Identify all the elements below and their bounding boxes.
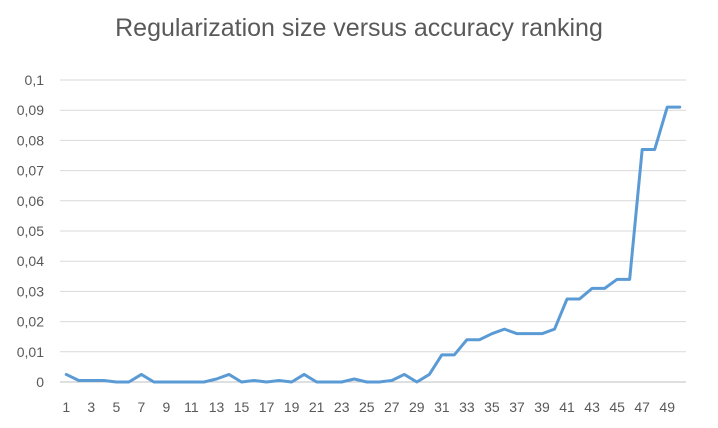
x-tick-label: 35 xyxy=(484,399,500,415)
x-tick-label: 11 xyxy=(184,399,199,415)
x-tick-label: 13 xyxy=(209,399,225,415)
x-tick-label: 29 xyxy=(409,399,425,415)
x-tick-label: 47 xyxy=(634,399,650,415)
y-tick-label: 0,1 xyxy=(25,72,45,88)
x-tick-label: 25 xyxy=(359,399,375,415)
y-tick-label: 0,06 xyxy=(17,193,44,209)
x-tick-label: 19 xyxy=(284,399,300,415)
y-tick-label: 0,09 xyxy=(17,102,44,118)
y-tick-label: 0,04 xyxy=(17,253,44,269)
x-tick-label: 23 xyxy=(334,399,350,415)
x-tick-label: 15 xyxy=(234,399,250,415)
y-tick-label: 0,08 xyxy=(17,132,44,148)
x-tick-label: 9 xyxy=(163,399,171,415)
x-tick-label: 37 xyxy=(509,399,525,415)
x-tick-label: 45 xyxy=(609,399,625,415)
y-tick-label: 0,05 xyxy=(17,223,44,239)
y-tick-label: 0,03 xyxy=(17,283,44,299)
x-tick-label: 1 xyxy=(62,399,70,415)
x-tick-label: 21 xyxy=(309,399,325,415)
x-tick-label: 43 xyxy=(584,399,600,415)
y-tick-label: 0,02 xyxy=(17,314,44,330)
x-tick-label: 27 xyxy=(384,399,400,415)
chart-title: Regularization size versus accuracy rank… xyxy=(115,14,603,42)
x-tick-label: 5 xyxy=(112,399,120,415)
x-tick-label: 39 xyxy=(534,399,550,415)
x-tick-label: 7 xyxy=(137,399,145,415)
x-tick-label: 49 xyxy=(659,399,675,415)
y-tick-label: 0,07 xyxy=(17,163,44,179)
x-tick-label: 31 xyxy=(434,399,450,415)
x-tick-label: 17 xyxy=(259,399,275,415)
x-tick-label: 41 xyxy=(559,399,575,415)
x-tick-label: 33 xyxy=(459,399,475,415)
y-tick-label: 0,01 xyxy=(17,344,44,360)
x-tick-label: 3 xyxy=(87,399,95,415)
series-line xyxy=(64,105,682,384)
y-tick-label: 0 xyxy=(36,374,44,390)
